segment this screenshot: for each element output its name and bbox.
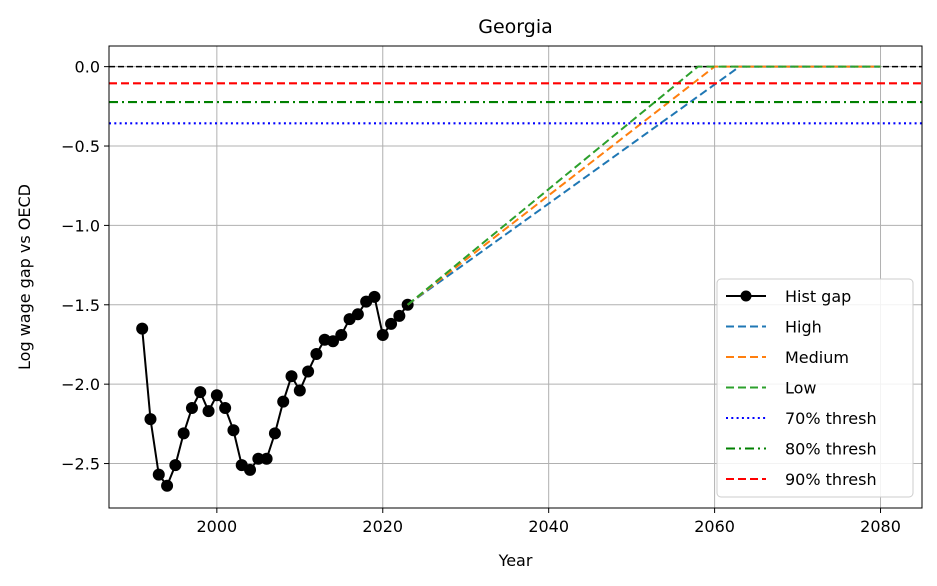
y-tick-label: −0.5 <box>61 137 100 156</box>
x-axis-title: Year <box>498 551 533 570</box>
series-low-line <box>407 65 881 306</box>
series-hist-gap-point <box>252 452 265 465</box>
series-hist-gap-point <box>285 370 298 383</box>
series-hist-gap-point <box>393 309 406 322</box>
series-hist-gap-point <box>335 328 348 341</box>
series-hist-gap-point <box>219 401 232 414</box>
legend-label-low: Low <box>785 379 817 398</box>
y-tick-label: −2.5 <box>61 455 100 474</box>
series-hist-gap-point <box>268 427 281 440</box>
legend-box <box>716 278 914 498</box>
series-hist-gap-point <box>302 365 315 378</box>
legend-marker-hist-gap <box>740 290 752 302</box>
legend-label-80pct-thresh: 80% thresh <box>785 440 877 459</box>
series-medium-line <box>407 65 881 306</box>
chart-title: Georgia <box>478 16 553 38</box>
x-tick-label: 2060 <box>694 517 735 536</box>
x-tick-label: 2080 <box>860 517 901 536</box>
y-tick-label: −1.0 <box>61 216 100 235</box>
series-hist-gap-point <box>227 424 240 437</box>
legend-label-hist-gap: Hist gap <box>785 287 851 306</box>
series-hist-gap-point <box>385 317 398 330</box>
series-hist-gap-point <box>185 401 198 414</box>
y-tick-label: −2.0 <box>61 375 100 394</box>
series-hist-gap-point <box>202 405 215 418</box>
series-hist-gap-point <box>244 463 257 476</box>
x-tick-label: 2000 <box>196 517 237 536</box>
series-hist-gap-point <box>136 322 149 335</box>
series-hist-gap-point <box>376 328 389 341</box>
legend-label-90pct-thresh: 90% thresh <box>785 470 877 489</box>
series-hist-gap-point <box>161 479 174 492</box>
legend-label-70pct-thresh: 70% thresh <box>785 409 877 428</box>
x-tick-label: 2020 <box>362 517 403 536</box>
series-hist-gap-point <box>277 395 290 408</box>
series-hist-gap-point <box>177 427 190 440</box>
legend-label-high: High <box>785 318 822 337</box>
series-hist-gap-point <box>310 348 323 360</box>
axis-ticks: 2000 2020 2040 2060 2080 0.0 −0.5 −1.0 −1.5 −2.0 −… <box>61 58 901 536</box>
legend: Hist gap High Medium Low 70% thresh 80% thres… <box>716 278 914 498</box>
series-hist-gap-point <box>194 386 207 399</box>
series-hist-gap-point <box>293 384 306 397</box>
series-hist-gap-point <box>260 452 273 465</box>
series-hist-gap-point <box>152 468 165 481</box>
plot-area <box>109 65 922 492</box>
series-hist-gap-point <box>169 459 182 472</box>
y-tick-label: −1.5 <box>61 296 100 315</box>
y-tick-label: 0.0 <box>75 58 100 77</box>
legend-label-medium: Medium <box>785 348 849 367</box>
y-axis-title: Log wage gap vs OECD <box>15 184 34 370</box>
series-hist-gap-point <box>326 335 339 348</box>
series-hist-gap-point <box>210 389 223 402</box>
series-hist-gap-point <box>368 290 381 303</box>
plot-frame <box>108 45 923 509</box>
x-tick-label: 2040 <box>528 517 569 536</box>
series-hist-gap-point <box>144 413 157 426</box>
series-hist-gap-point <box>351 308 364 321</box>
